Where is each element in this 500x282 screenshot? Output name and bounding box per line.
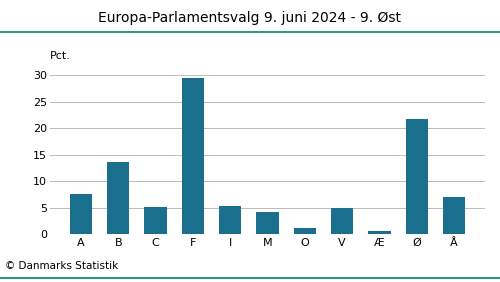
- Bar: [294, 228, 316, 234]
- Text: © Danmarks Statistik: © Danmarks Statistik: [5, 261, 118, 271]
- Bar: [70, 194, 92, 234]
- Bar: [443, 197, 465, 234]
- Bar: [406, 119, 428, 234]
- Text: Europa-Parlamentsvalg 9. juni 2024 - 9. Øst: Europa-Parlamentsvalg 9. juni 2024 - 9. …: [98, 11, 402, 25]
- Bar: [331, 208, 353, 234]
- Bar: [182, 78, 204, 234]
- Bar: [368, 232, 390, 234]
- Bar: [144, 207, 167, 234]
- Bar: [107, 162, 130, 234]
- Text: Pct.: Pct.: [50, 51, 71, 61]
- Bar: [219, 206, 242, 234]
- Bar: [256, 212, 278, 234]
